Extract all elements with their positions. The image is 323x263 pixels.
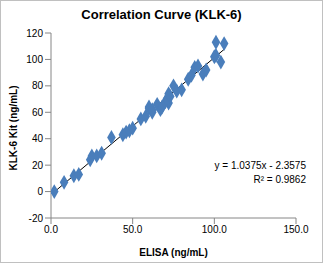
svg-text:20: 20 (32, 160, 44, 171)
html-text:y = 1.0375x - 2.3575: y = 1.0375x - 2.3575 (214, 160, 306, 171)
svg-text:0: 0 (37, 186, 43, 197)
svg-text:80: 80 (32, 80, 44, 91)
svg-text:40: 40 (32, 133, 44, 144)
svg-text:0.0: 0.0 (44, 224, 58, 235)
html-text:Correlation Curve (KLK-6): Correlation Curve (KLK-6) (81, 7, 242, 22)
svg-text:50.0: 50.0 (123, 224, 143, 235)
svg-text:100.0: 100.0 (202, 224, 227, 235)
svg-text:-20: -20 (29, 213, 44, 224)
svg-text:150.0: 150.0 (283, 224, 308, 235)
svg-text:120: 120 (26, 28, 43, 39)
html-text:R² = 0.9862: R² = 0.9862 (253, 174, 306, 185)
svg-text:KLK-6 Kit (ng/mL): KLK-6 Kit (ng/mL) (8, 86, 19, 171)
svg-text:ELISA (ng/mL): ELISA (ng/mL) (139, 247, 208, 258)
svg-text:100: 100 (26, 54, 43, 65)
svg-text:60: 60 (32, 107, 44, 118)
